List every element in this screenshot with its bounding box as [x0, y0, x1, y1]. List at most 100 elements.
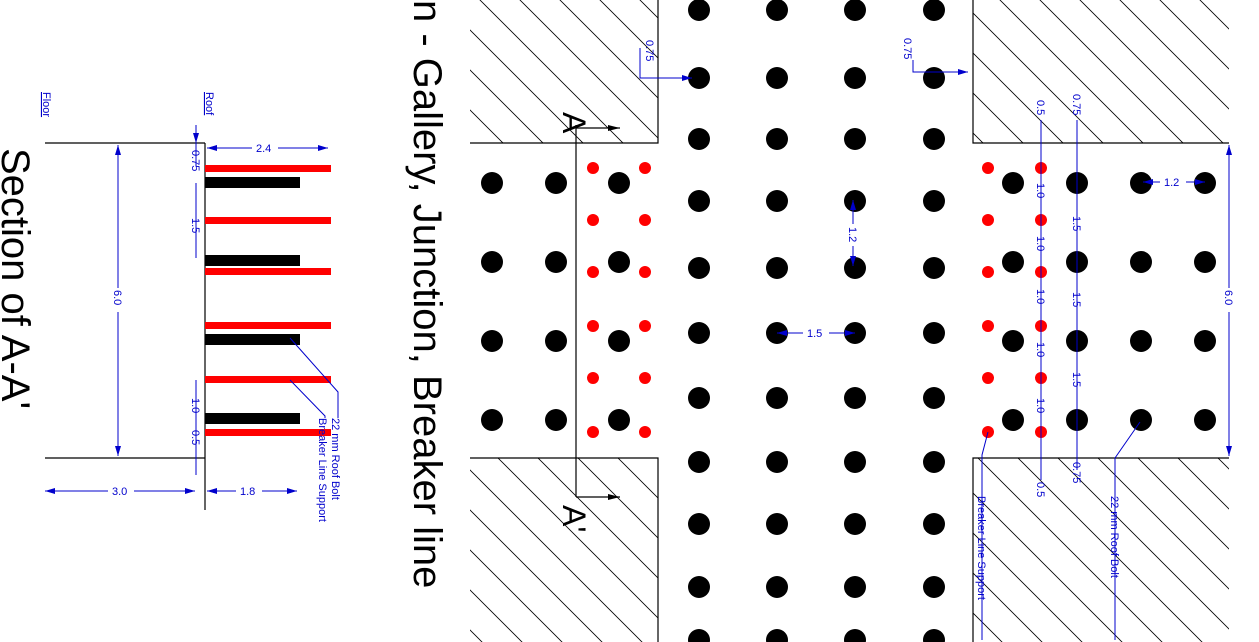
- section-support-legend: Breaker Line Support: [316, 418, 328, 522]
- roof-bolt: [766, 451, 788, 473]
- breaker-line-support: [587, 426, 599, 438]
- breaker-line-support: [639, 426, 651, 438]
- breaker-line-support: [982, 214, 994, 226]
- support-length-dim: 1.8: [240, 486, 255, 498]
- breaker-line-support: [587, 162, 599, 174]
- pillar-top-right: [973, 0, 1229, 143]
- roof-bolt: [923, 387, 945, 409]
- floor-label: Floor: [40, 92, 52, 117]
- section-title: Section of A-A': [0, 148, 37, 409]
- roof-bolt: [766, 387, 788, 409]
- roof-bolt: [1002, 409, 1024, 431]
- roof-bolt: [844, 190, 866, 212]
- breaker-support: [205, 376, 331, 383]
- roof-bolt: [545, 251, 567, 273]
- breaker-line-support: [587, 320, 599, 332]
- roof-bolt: [766, 128, 788, 150]
- section-bolt-legend: 22 mm Roof Bolt: [329, 418, 341, 500]
- breaker-support: [205, 217, 331, 224]
- lower-spacing-dim: 1.0: [189, 398, 201, 413]
- breaker-line-support: [587, 266, 599, 278]
- breaker-support: [205, 165, 331, 172]
- breaker-line-support: [587, 372, 599, 384]
- breaker-line-support: [982, 372, 994, 384]
- support-spacing-dim-4: 1.0: [1034, 342, 1046, 357]
- left-offset-dim: 0.75: [643, 40, 655, 61]
- breaker-support: [205, 268, 331, 275]
- roof-bolt: [1130, 251, 1152, 273]
- roof-bolt: [545, 172, 567, 194]
- roof-bolt: [844, 257, 866, 279]
- support-spacing-dim-2: 1.0: [1034, 236, 1046, 251]
- breaker-line-support: [639, 320, 651, 332]
- breaker-line-support: [639, 372, 651, 384]
- breaker-line-support: [982, 162, 994, 174]
- floor-width-dim: 3.0: [112, 486, 127, 498]
- bottom-b-dim: 0.75: [1070, 462, 1082, 483]
- center-spacing-dim: 1.5: [807, 328, 822, 340]
- right-offset-dim: 0.75: [901, 38, 913, 59]
- section-marker-a-prime: A': [556, 505, 592, 532]
- roof-bolt: [923, 257, 945, 279]
- roof-bolt: [608, 330, 630, 352]
- roof-bolt: [923, 629, 945, 642]
- roof-bolt: [923, 513, 945, 535]
- breaker-line-support: [639, 266, 651, 278]
- roof-bolt: [923, 128, 945, 150]
- section-height-dim: 6.0: [111, 290, 123, 305]
- roof-bolt: [1194, 330, 1216, 352]
- bolt-gap-dim: 1.2: [1164, 177, 1179, 189]
- roof-bolt: [688, 576, 710, 598]
- roof-bolt: [766, 629, 788, 642]
- breaker-support: [205, 429, 331, 436]
- roof-bolt: [688, 629, 710, 642]
- breaker-line-support: [982, 266, 994, 278]
- breaker-supports: [587, 162, 1047, 438]
- roof-bolt: [688, 387, 710, 409]
- roof-bolt: [545, 330, 567, 352]
- roof-bolt: [844, 67, 866, 89]
- roof-bolt: [1130, 172, 1152, 194]
- roof-bolt: [844, 451, 866, 473]
- breaker-line-support: [639, 162, 651, 174]
- bolt-spacing-dim: 1.5: [189, 218, 201, 233]
- roof-bolt: [481, 251, 503, 273]
- roof-bolt: [844, 513, 866, 535]
- roof-bolt: [844, 629, 866, 642]
- roof-bolt: [766, 0, 788, 21]
- gallery-spacing-dim: 1.2: [846, 227, 858, 242]
- roof-bolt: [766, 67, 788, 89]
- roof-bolt: [481, 172, 503, 194]
- plan-view: n - Gallery, Junction, Breaker line A A'…: [405, 0, 1236, 642]
- roof-bolt: [766, 257, 788, 279]
- roof-bolt: [1130, 409, 1152, 431]
- roof-bolt: [205, 413, 300, 424]
- roof-bolt: [766, 576, 788, 598]
- roof-bolt: [205, 334, 300, 345]
- roof-bolt: [1130, 330, 1152, 352]
- total-width-dim: 6.0: [1222, 290, 1234, 305]
- roof-bolt: [688, 190, 710, 212]
- roof-bolt: [608, 172, 630, 194]
- roof-label: Roof: [203, 92, 215, 116]
- roof-bolt: [923, 576, 945, 598]
- breaker-line-support: [587, 214, 599, 226]
- breaker-line-support: [639, 214, 651, 226]
- roof-bolt: [205, 255, 300, 266]
- roof-bolt: [1002, 251, 1024, 273]
- roof-bolt: [688, 322, 710, 344]
- roof-bolt: [688, 451, 710, 473]
- roof-bolt: [688, 513, 710, 535]
- roof-bolt: [688, 0, 710, 21]
- roof-bolt: [481, 330, 503, 352]
- bolt-spacing-dim-1: 1.5: [1070, 216, 1082, 231]
- support-spacing-dim-3: 1.0: [1034, 289, 1046, 304]
- section-marker-a: A: [556, 112, 592, 134]
- bottom-offset-dim: 0.5: [189, 430, 201, 445]
- roof-bolt: [608, 409, 630, 431]
- roof-bolt: [1002, 172, 1024, 194]
- bolt-spacing-dim-2: 1.5: [1070, 292, 1082, 307]
- roof-bolt: [844, 0, 866, 21]
- roof-bolt: [205, 177, 300, 188]
